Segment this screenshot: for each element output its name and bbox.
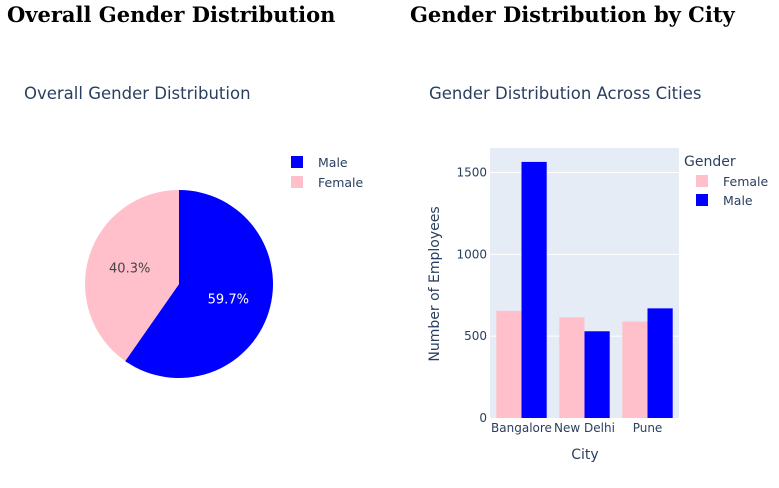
- bar-female-new-delhi: [559, 317, 585, 418]
- pie-legend-label-male: Male: [318, 155, 348, 170]
- y-tick-label: 1000: [456, 247, 487, 261]
- pie-title: Overall Gender Distribution: [24, 84, 251, 103]
- x-tick-label: New Delhi: [554, 421, 615, 435]
- bar-male-new-delhi: [584, 331, 610, 418]
- y-tick-label: 1500: [456, 166, 487, 180]
- right-heading: Gender Distribution by City: [410, 2, 735, 27]
- pie-legend-swatch-female: [291, 176, 303, 188]
- pie-slice-label-female: 40.3%: [109, 262, 150, 277]
- bar-male-bangalore: [521, 161, 547, 418]
- pie-legend-swatch-male: [291, 156, 303, 168]
- bar-female-bangalore: [496, 310, 522, 418]
- y-axis-ticks: 0 500 1000 1500: [456, 166, 487, 425]
- bar-legend-swatch-male: [696, 194, 708, 206]
- bar-legend-label-female: Female: [723, 174, 769, 189]
- y-tick-label: 0: [479, 411, 487, 425]
- pie-legend-label-female: Female: [318, 175, 364, 190]
- bar-title: Gender Distribution Across Cities: [429, 84, 701, 103]
- pie-slice-label-male: 59.7%: [208, 293, 249, 308]
- y-axis-label: Number of Employees: [427, 206, 443, 361]
- x-axis-ticks: Bangalore New Delhi Pune: [491, 421, 662, 435]
- y-tick-label: 500: [464, 329, 487, 343]
- bar-legend-swatch-female: [696, 175, 708, 187]
- bar-legend: Female Male: [696, 174, 769, 208]
- bar-male-pune: [647, 308, 673, 418]
- left-heading: Overall Gender Distribution: [7, 2, 336, 27]
- pie-slice-male: [125, 190, 273, 378]
- bar-series: [496, 161, 673, 418]
- pie-slice-female: [84, 190, 179, 362]
- bar-legend-title: Gender: [684, 154, 736, 170]
- x-tick-label: Pune: [633, 421, 663, 435]
- bar-legend-label-male: Male: [723, 193, 753, 208]
- x-tick-label: Bangalore: [491, 421, 552, 435]
- bar-female-pune: [622, 321, 648, 418]
- pie-legend: Male Female: [291, 155, 364, 190]
- pie-chart: 59.7% 40.3%: [84, 190, 273, 378]
- x-axis-label: City: [571, 447, 598, 463]
